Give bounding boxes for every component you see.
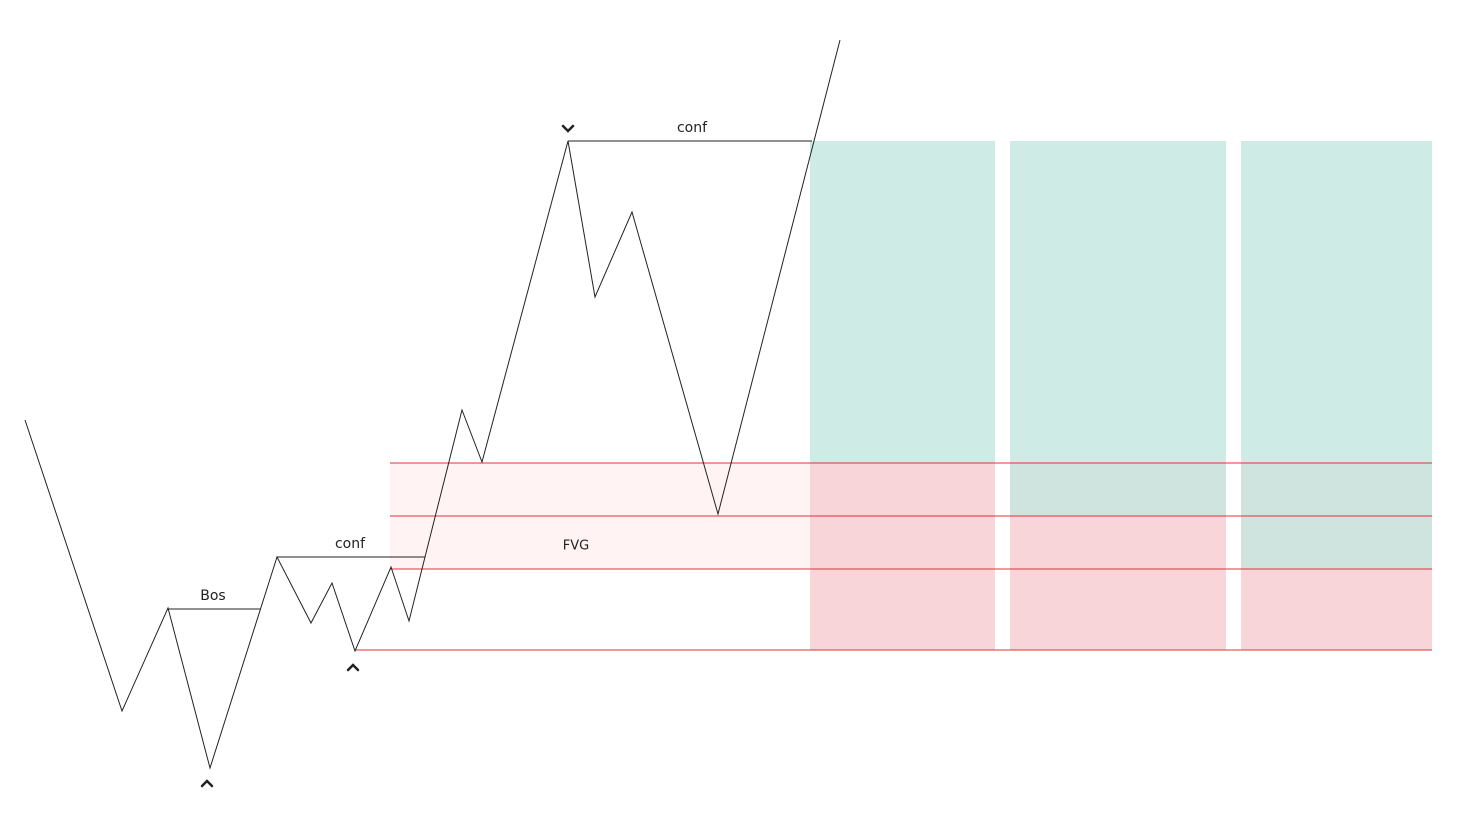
teal-zone: [1241, 141, 1432, 463]
bos-label: Bos: [200, 588, 225, 604]
fvg-label: FVG: [563, 539, 589, 554]
teal-zone: [1010, 141, 1226, 463]
swing-low-marker: [200, 779, 214, 788]
conf-label: conf: [677, 120, 708, 136]
swing-low-marker: [346, 663, 360, 672]
teal-zone: [810, 141, 995, 463]
pink-zone: [810, 463, 995, 650]
pink-zone: [1241, 569, 1432, 650]
structure: [24, 39, 841, 770]
markers: [200, 124, 575, 788]
overlap-zone: [1010, 463, 1226, 516]
conf-label: conf: [335, 536, 366, 552]
pink-zone: [1010, 516, 1226, 650]
price-path: [24, 39, 841, 770]
red-lines: [355, 462, 1432, 651]
swing-high-marker: [561, 124, 575, 133]
